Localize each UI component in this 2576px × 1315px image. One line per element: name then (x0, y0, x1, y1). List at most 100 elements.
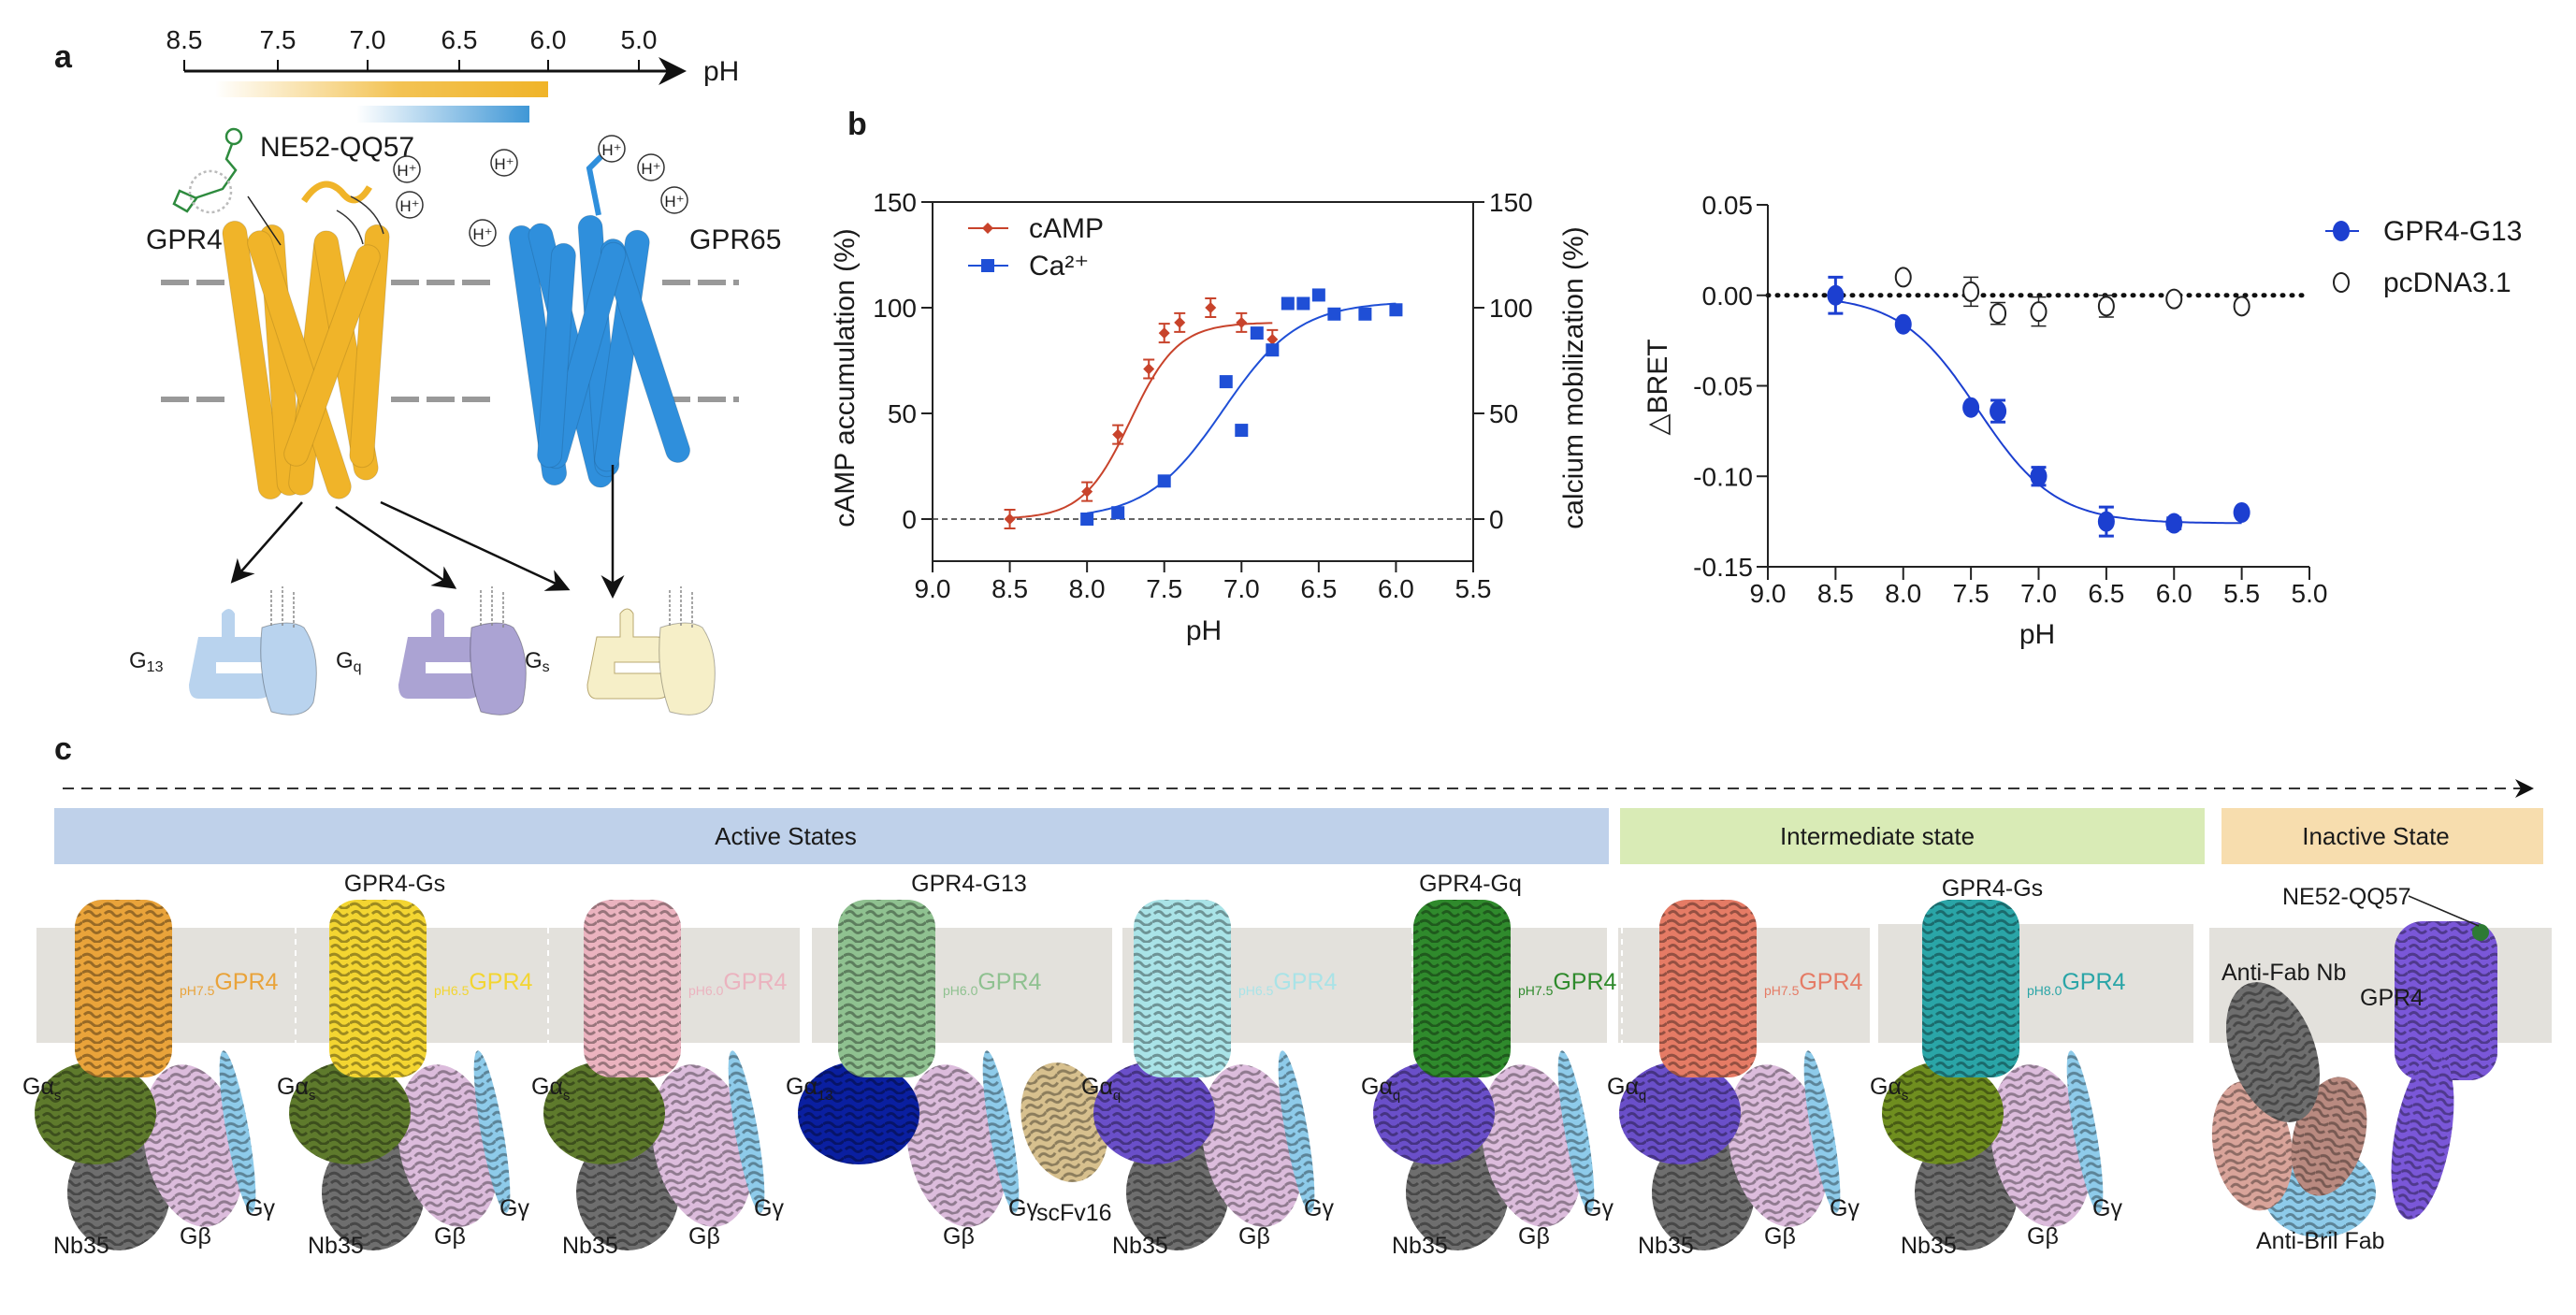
ph-subscript: pH8.0 (2027, 983, 2062, 998)
data-point (1894, 313, 1912, 335)
g-alpha-subscript: q (1639, 1088, 1646, 1104)
data-point (1236, 316, 1248, 328)
g-alpha-subscript: q (1113, 1088, 1121, 1104)
x-tick-label: 8.0 (1885, 579, 1921, 608)
receptor-label: pH8.0GPR4 (2027, 969, 2126, 998)
g-gamma-density-texture (982, 1050, 1020, 1213)
ph-tick-label: 7.5 (260, 25, 297, 54)
g-alpha-density-texture (798, 1062, 919, 1164)
y-axis-label: cAMP accumulation (%) (830, 228, 861, 527)
g-alpha-subscript: s (1902, 1088, 1909, 1104)
panel-c: c Active States Intermediate state Inact… (22, 731, 2552, 1259)
receptor-label: pH6.0GPR4 (943, 969, 1042, 998)
x-tick-label: 8.0 (1069, 574, 1106, 603)
x-tick-label: 5.0 (2292, 579, 2328, 608)
complex-title-g13: GPR4-G13 (911, 871, 1027, 897)
gpr65-label: GPR65 (689, 224, 781, 255)
data-point (1827, 284, 1845, 306)
y-tick-label-right: 50 (1489, 399, 1518, 428)
nb35-label: Nb35 (1392, 1233, 1448, 1259)
g-beta-density-texture (397, 1064, 499, 1227)
data-point (1174, 316, 1186, 328)
data-point (981, 259, 994, 272)
complex-title-gs: GPR4-Gs (344, 871, 445, 897)
receptor-name: GPR4 (214, 969, 278, 995)
g-beta-density-texture (905, 1064, 1008, 1227)
ph-subscript: pH7.5 (1764, 983, 1800, 998)
data-point (2030, 466, 2048, 487)
ph-tick-label: 8.5 (166, 25, 203, 54)
anti-fab-nb-label: Anti-Fab Nb (2221, 960, 2346, 986)
g-alpha-name: Gα (1607, 1074, 1639, 1100)
data-point (1235, 424, 1249, 438)
x-tick-label: 5.5 (2223, 579, 2260, 608)
y-tick-label-right: 0 (1489, 505, 1504, 534)
g-alpha-density-texture (35, 1062, 156, 1164)
g-alpha-label: Gαq (1361, 1074, 1400, 1104)
state-label-intermediate: Intermediate state (1780, 822, 1975, 850)
g-protein-label: Gq (336, 648, 362, 675)
g-gamma-label: Gγ (499, 1195, 529, 1221)
ph-tick-label: 6.5 (441, 25, 478, 54)
x-tick-label: 8.5 (991, 574, 1028, 603)
g-gamma-density-texture (1557, 1050, 1595, 1213)
nb35-label: Nb35 (1112, 1233, 1168, 1259)
y-tick-label: 0.00 (1702, 282, 1754, 311)
nb35-label: Nb35 (1901, 1233, 1957, 1259)
x-tick-label: 9.0 (915, 574, 951, 603)
receptor-density-texture (329, 900, 427, 1077)
receptor-label: pH6.5GPR4 (434, 969, 533, 998)
legend-label: cAMP (1029, 213, 1104, 244)
fit-curve-1 (1086, 302, 1397, 514)
g-alpha-shape (189, 609, 272, 699)
g-beta-label: Gβ (434, 1223, 466, 1250)
g-gamma-label: Gγ (1304, 1195, 1334, 1221)
g-protein-label: Gs (525, 648, 550, 675)
data-point (2165, 513, 2183, 534)
data-point (1219, 375, 1233, 389)
chart-delta-bret: 9.0 8.5 8.0 7.5 7.0 6.5 6.0 5.5 5.0 0.05 0.00 -0.05… (1643, 191, 2522, 650)
g-protein-subscript: s (543, 659, 550, 675)
g-gamma-density-texture (1803, 1050, 1841, 1213)
g-alpha-density-texture (1882, 1062, 2004, 1164)
x-tick-label: 6.0 (2156, 579, 2192, 608)
g-beta-label: Gβ (688, 1223, 720, 1250)
x-tick-label: 7.5 (1953, 579, 1990, 608)
cryo-em-map-complex: pH7.5GPR4 Gαq Gβ Gγ Nb35 (1361, 900, 1617, 1259)
g-protein-name: G (336, 648, 354, 673)
cryo-em-map-complex: pH7.5GPR4 Gαs Gβ Gγ Nb35 (22, 900, 279, 1259)
receptor-density-texture (1922, 900, 2019, 1077)
nb35-label: Nb35 (53, 1233, 109, 1259)
proton-label: H⁺ (601, 141, 621, 159)
proton-label: H⁺ (664, 193, 684, 210)
x-tick-label: 7.0 (2020, 579, 2057, 608)
state-label-inactive: Inactive State (2302, 822, 2450, 850)
cryo-em-map-complex: pH6.5GPR4 Gαs Gβ Gγ Nb35 (277, 900, 533, 1259)
data-point (2333, 272, 2350, 293)
receptor-density-texture (1134, 900, 1231, 1077)
g-alpha-subscript: s (54, 1088, 62, 1104)
fit-curve (1835, 299, 2242, 525)
ph-subscript: pH6.5 (434, 983, 470, 998)
membrane-dividers (295, 928, 1623, 1043)
x-tick-label: 7.0 (1223, 574, 1260, 603)
g-alpha-name: Gα (1870, 1074, 1902, 1100)
proton-icon (393, 155, 421, 183)
g-alpha-label: Gα13 (786, 1074, 833, 1104)
y-tick-label: 0.05 (1702, 191, 1754, 220)
helix (600, 238, 691, 464)
proton-label: H⁺ (641, 160, 660, 178)
y-tick-label: 150 (873, 188, 917, 217)
g-gamma-density-texture (473, 1050, 511, 1213)
gpr4-ph-range-bar (215, 81, 548, 97)
receptor-density-texture (1413, 900, 1511, 1077)
data-point (1327, 307, 1341, 321)
receptor-label: pH6.0GPR4 (688, 969, 788, 998)
data-point (2030, 301, 2048, 323)
g-alpha-density-texture (289, 1062, 411, 1164)
panel-a: a 8.5 7.5 7.0 6.5 6.0 5.0 pH NE52-QQ57 GPR4 G… (54, 25, 781, 715)
g-beta-density-texture (1481, 1064, 1584, 1227)
scfv16-label: scFv16 (1036, 1200, 1112, 1226)
